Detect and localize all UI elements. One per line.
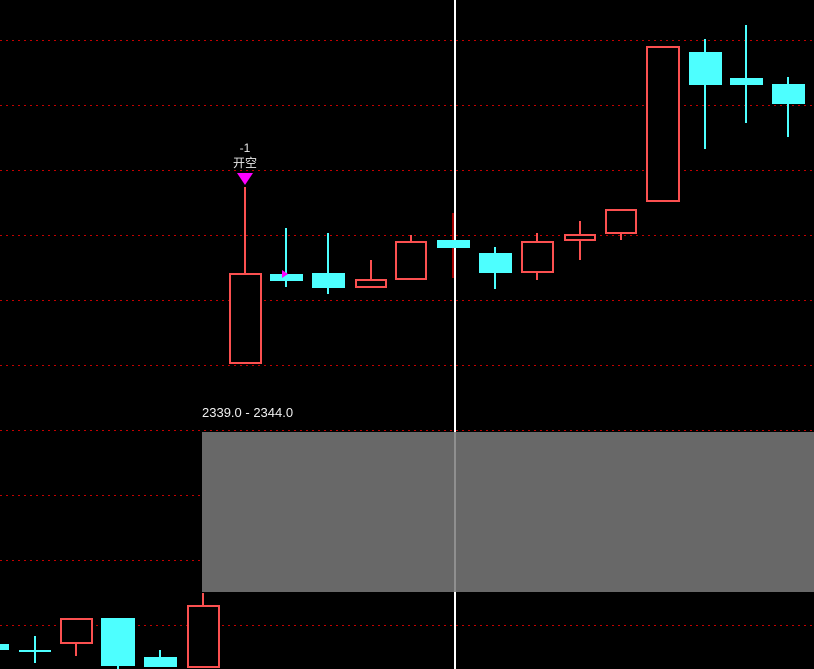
candle-body [395,241,427,280]
candle-wick [452,213,454,240]
candle-wick [202,593,204,605]
gridline [0,365,814,366]
candle-wick [327,233,329,273]
candle-wick [370,260,372,279]
gridline [0,170,814,171]
candle-wick [494,247,496,253]
candle-body [355,279,387,288]
candle-wick [327,288,329,294]
candle-wick [244,187,246,273]
candle-wick [704,39,706,52]
candle-body [0,644,9,650]
candle-wick [34,636,36,650]
candle-wick [117,666,119,669]
candle-wick [34,652,36,663]
candle-wick [75,644,77,656]
trade-marker-icon [282,270,288,278]
candle-wick [494,273,496,289]
candle-wick [579,241,581,260]
gridline [0,625,814,626]
gridline [0,300,814,301]
candle-wick [285,281,287,287]
candle-body [646,46,680,202]
candle-body [771,84,805,104]
candle-body [729,78,763,85]
candle-body [436,240,470,248]
crosshair-vertical-line[interactable] [454,0,456,669]
candle-body [186,605,220,668]
open-short-annotation: -1 开空 [226,141,264,185]
selection-box[interactable] [202,432,814,592]
crosshair-in-selection [454,432,456,592]
candle-body [19,650,51,652]
candle-body [605,209,637,234]
candle-wick [159,650,161,657]
candle-wick [410,235,412,241]
candle-wick [285,228,287,274]
gridline [0,430,814,431]
down-triangle-marker-icon [237,173,253,185]
candle-body [688,52,722,85]
candle-wick [620,234,622,240]
candle-wick [787,77,789,84]
candle-body [59,618,93,644]
candle-wick [704,85,706,149]
candle-body [228,273,262,364]
gridline [0,235,814,236]
candle-wick [579,221,581,234]
candle-body [311,273,345,288]
candle-body [520,241,554,273]
gridline [0,40,814,41]
selection-range-label: 2339.0 - 2344.0 [202,405,294,420]
candle-body [564,234,596,241]
gridline [0,105,814,106]
candle-wick [536,273,538,280]
candle-wick [787,104,789,137]
annotation-value: -1 [239,141,251,155]
candle-body [143,657,177,667]
candle-wick [452,248,454,278]
candle-wick [745,25,747,78]
annotation-label: 开空 [232,156,257,170]
candle-wick [745,85,747,123]
candle-wick [536,233,538,241]
candle-body [478,253,512,273]
candle-body [101,618,135,666]
